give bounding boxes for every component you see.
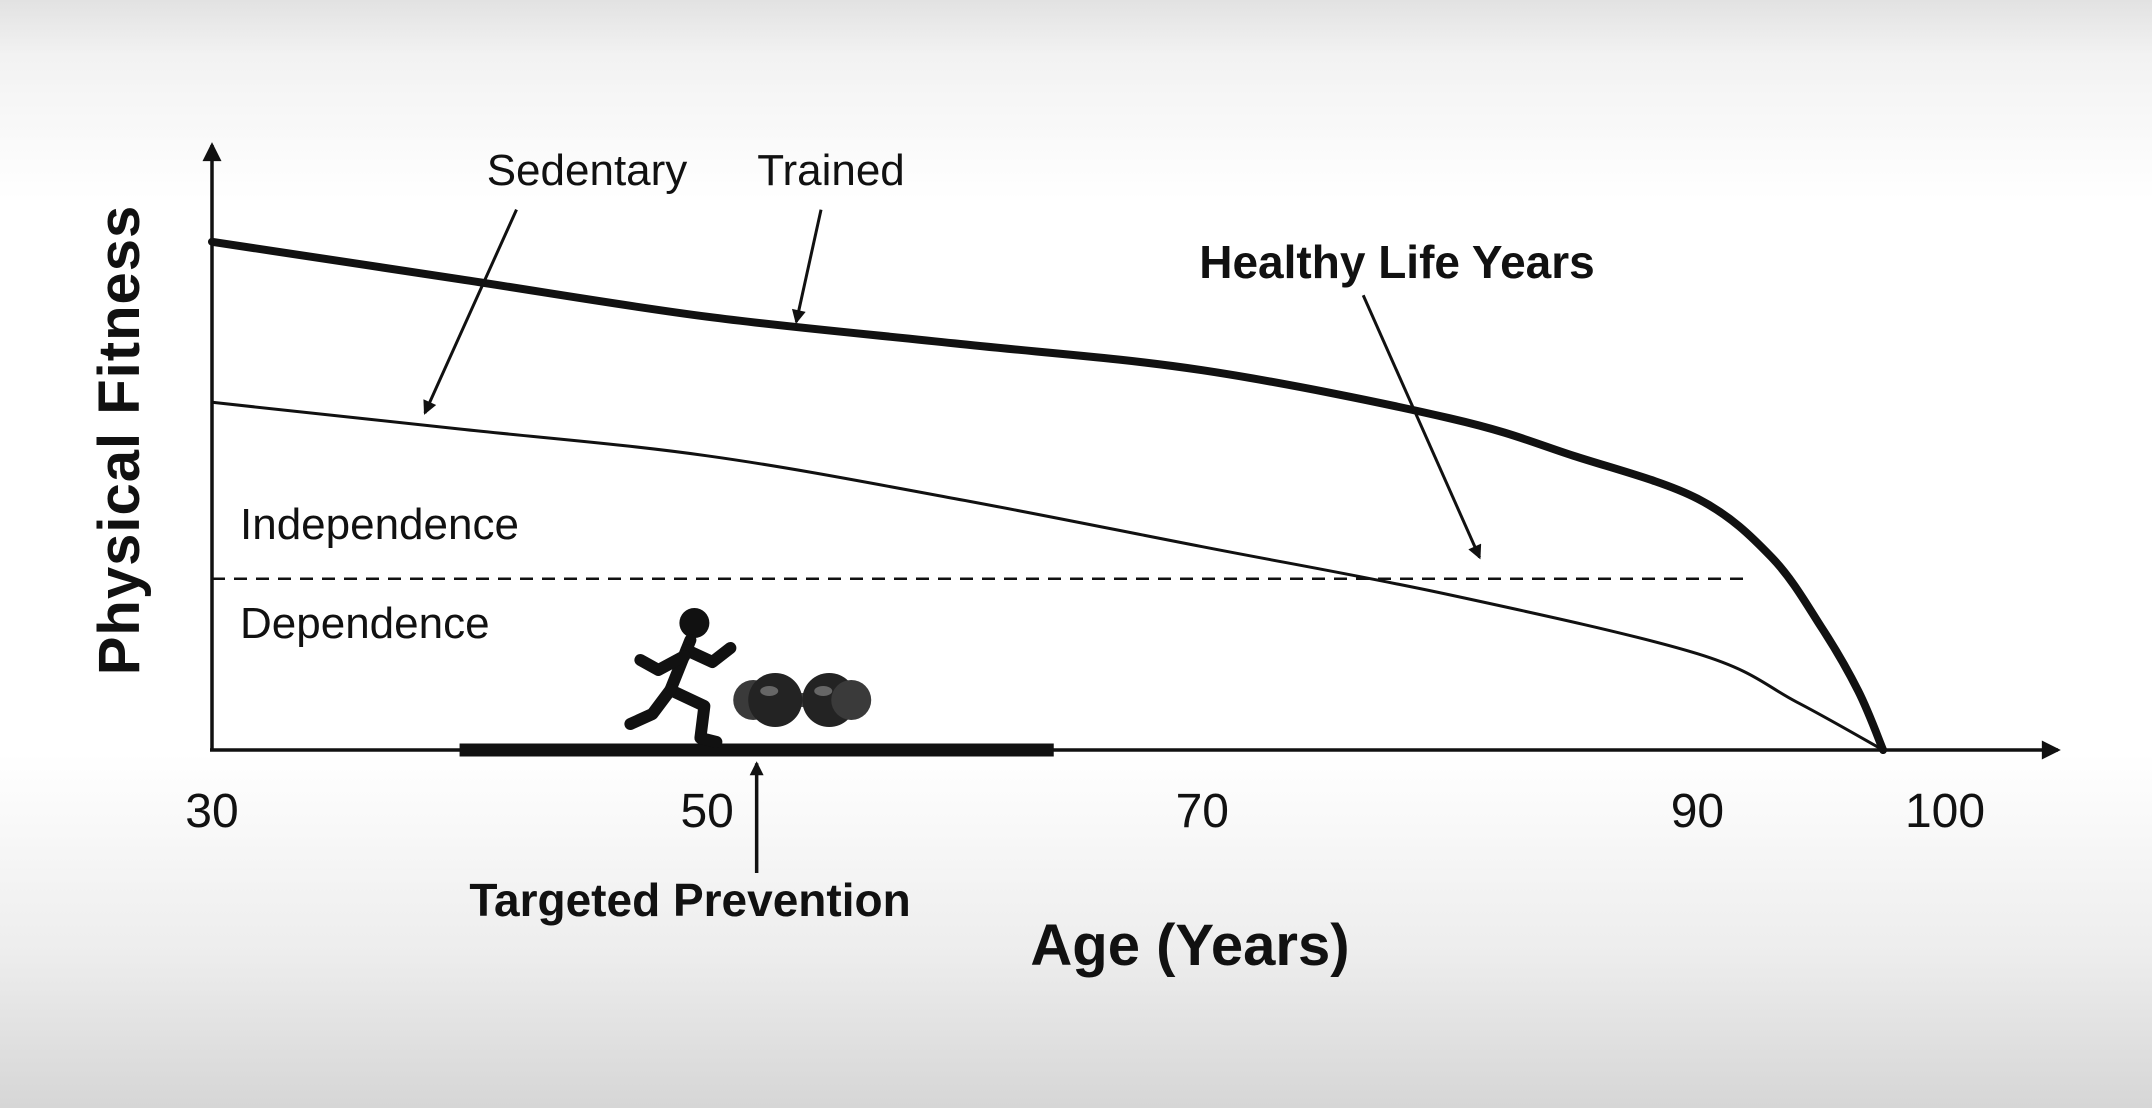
dumbbell-icon: [733, 673, 872, 727]
runner-back-leg: [624, 684, 677, 730]
y-axis-title: Physical Fitness: [87, 204, 152, 676]
dumbbell-right-highlight: [814, 686, 833, 696]
dumbbell-left-highlight: [760, 686, 779, 696]
x-tick-4: 100: [1904, 785, 1986, 838]
healthy-life-years-label: Healthy Life Years: [1199, 236, 1595, 288]
dependence-label: Dependence: [240, 599, 490, 648]
x-tick-2: 70: [1175, 785, 1229, 838]
x-tick-3: 90: [1670, 785, 1725, 838]
runner-front-leg: [664, 684, 723, 748]
trained-arrow: [791, 209, 823, 325]
x-tick-1: 50: [680, 785, 734, 838]
dumbbell-right-outer-disc: [831, 680, 872, 720]
sedentary-arrow: [423, 209, 518, 415]
healthy-life-years-arrow: [1361, 294, 1482, 560]
x-axis-title: Age (Years): [1030, 913, 1350, 978]
x-tick-0: 30: [185, 785, 239, 838]
dumbbell-left-disc: [748, 673, 803, 727]
runner-back-arm: [634, 650, 691, 676]
independence-label: Independence: [240, 500, 519, 549]
runner-head: [679, 608, 710, 638]
runner-icon: [624, 608, 737, 748]
sedentary-label: Sedentary: [486, 146, 688, 195]
sedentary-curve: [210, 400, 1885, 752]
targeted-prevention-label: Targeted Prevention: [469, 874, 911, 926]
trained-label: Trained: [757, 146, 905, 195]
trained-curve: [208, 237, 1888, 754]
runner-front-arm: [680, 642, 737, 668]
